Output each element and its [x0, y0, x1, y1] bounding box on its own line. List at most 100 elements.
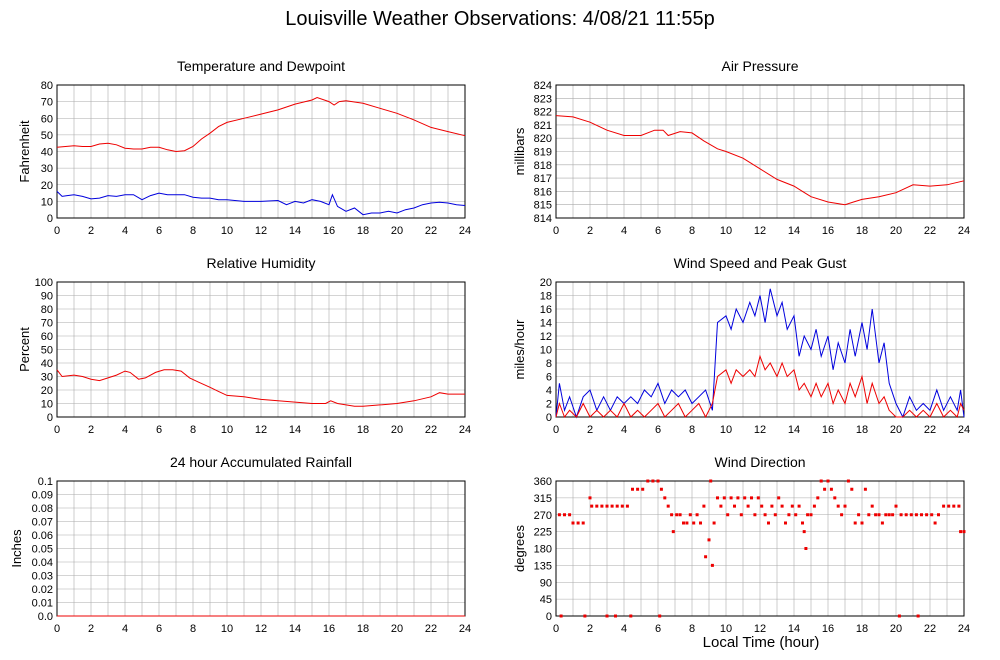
x-tick-label: 2: [88, 424, 94, 436]
x-tick-label: 0: [553, 424, 559, 436]
x-tick-label: 4: [621, 424, 627, 436]
data-point: [816, 496, 820, 500]
data-point: [704, 555, 708, 559]
data-point: [663, 496, 667, 500]
series-line-blue: [56, 191, 466, 216]
data-point: [870, 504, 874, 508]
x-tick-label: 10: [720, 424, 732, 436]
x-tick-label: 2: [88, 623, 94, 635]
y-tick-label: 821: [534, 120, 552, 132]
data-point: [884, 513, 888, 517]
y-tick-label: 0.06: [32, 530, 53, 542]
data-point: [867, 513, 871, 517]
data-point: [646, 479, 650, 483]
x-tick-label: 14: [289, 225, 301, 237]
data-point: [857, 513, 861, 517]
data-point: [763, 513, 767, 517]
y-tick-label: 135: [534, 560, 552, 572]
data-point: [894, 504, 898, 508]
chart-title: Air Pressure: [721, 58, 798, 74]
y-tick-label: 14: [540, 318, 552, 330]
x-tick-label: 4: [122, 225, 128, 237]
y-tick-label: 60: [41, 331, 53, 343]
x-tick-label: 24: [958, 424, 970, 436]
data-point: [688, 513, 692, 517]
chart-title: 24 hour Accumulated Rainfall: [170, 454, 352, 470]
x-tick-label: 16: [822, 225, 834, 237]
data-point: [823, 487, 827, 491]
data-point: [836, 504, 840, 508]
data-point: [685, 521, 689, 525]
x-tick-label: 22: [425, 623, 437, 635]
data-point: [916, 614, 920, 618]
x-tick-label: 6: [655, 225, 661, 237]
data-point: [891, 513, 895, 517]
data-point: [563, 513, 566, 517]
data-point: [716, 496, 719, 500]
data-point: [797, 504, 801, 508]
data-point: [933, 521, 937, 525]
data-point: [887, 513, 891, 517]
data-point: [909, 513, 913, 517]
x-tick-label: 18: [357, 225, 369, 237]
y-tick-label: 80: [41, 80, 53, 92]
plot-frame: [555, 281, 965, 418]
data-point: [962, 530, 966, 534]
x-tick-label: 18: [357, 424, 369, 436]
x-tick-label: 10: [720, 623, 732, 635]
data-point: [877, 513, 881, 517]
x-tick-label: 16: [822, 424, 834, 436]
data-point: [656, 479, 660, 483]
plot-frame: [555, 480, 965, 617]
data-point: [790, 504, 794, 508]
y-axis-label: degrees: [512, 525, 527, 572]
data-point: [952, 504, 956, 508]
y-tick-label: 16: [540, 304, 552, 316]
y-tick-label: 100: [35, 277, 53, 289]
data-point: [629, 614, 633, 618]
y-tick-label: 0.04: [32, 557, 53, 569]
chart-title: Wind Speed and Peak Gust: [674, 255, 847, 271]
data-point: [843, 504, 847, 508]
data-point: [625, 504, 629, 508]
y-tick-label: 90: [41, 291, 53, 303]
x-tick-label: 12: [255, 225, 267, 237]
x-tick-label: 18: [856, 424, 868, 436]
data-point: [614, 614, 617, 618]
y-tick-label: 816: [534, 186, 552, 198]
x-tick-label: 4: [122, 623, 128, 635]
data-point: [874, 513, 878, 517]
data-point: [746, 504, 750, 508]
x-tick-label: 22: [924, 424, 936, 436]
y-tick-label: 270: [534, 510, 552, 522]
x-tick-label: 4: [122, 424, 128, 436]
x-tick-label: 4: [621, 623, 627, 635]
data-point: [767, 521, 770, 525]
y-tick-label: 0.03: [32, 571, 53, 583]
data-point: [658, 614, 662, 618]
y-tick-label: 824: [534, 80, 552, 92]
y-axis-label: Fahrenheit: [17, 120, 32, 183]
data-point: [784, 521, 787, 525]
y-tick-label: 360: [534, 476, 552, 488]
x-tick-label: 8: [190, 424, 196, 436]
x-tick-label: 20: [890, 424, 902, 436]
data-point: [590, 504, 594, 508]
x-tick-label: 20: [391, 424, 403, 436]
data-point: [729, 496, 733, 500]
data-point: [920, 513, 923, 517]
data-point: [863, 487, 867, 491]
data-point: [937, 513, 940, 517]
y-tick-label: 20: [41, 180, 53, 192]
y-axis-label: Inches: [9, 529, 24, 568]
y-tick-label: 0.09: [32, 490, 53, 502]
x-tick-label: 20: [890, 225, 902, 237]
data-point: [588, 496, 592, 500]
data-point: [850, 487, 854, 491]
y-tick-label: 6: [546, 372, 552, 384]
data-point: [880, 521, 884, 525]
x-tick-label: 4: [621, 225, 627, 237]
data-point: [833, 496, 837, 500]
data-point: [709, 479, 713, 483]
